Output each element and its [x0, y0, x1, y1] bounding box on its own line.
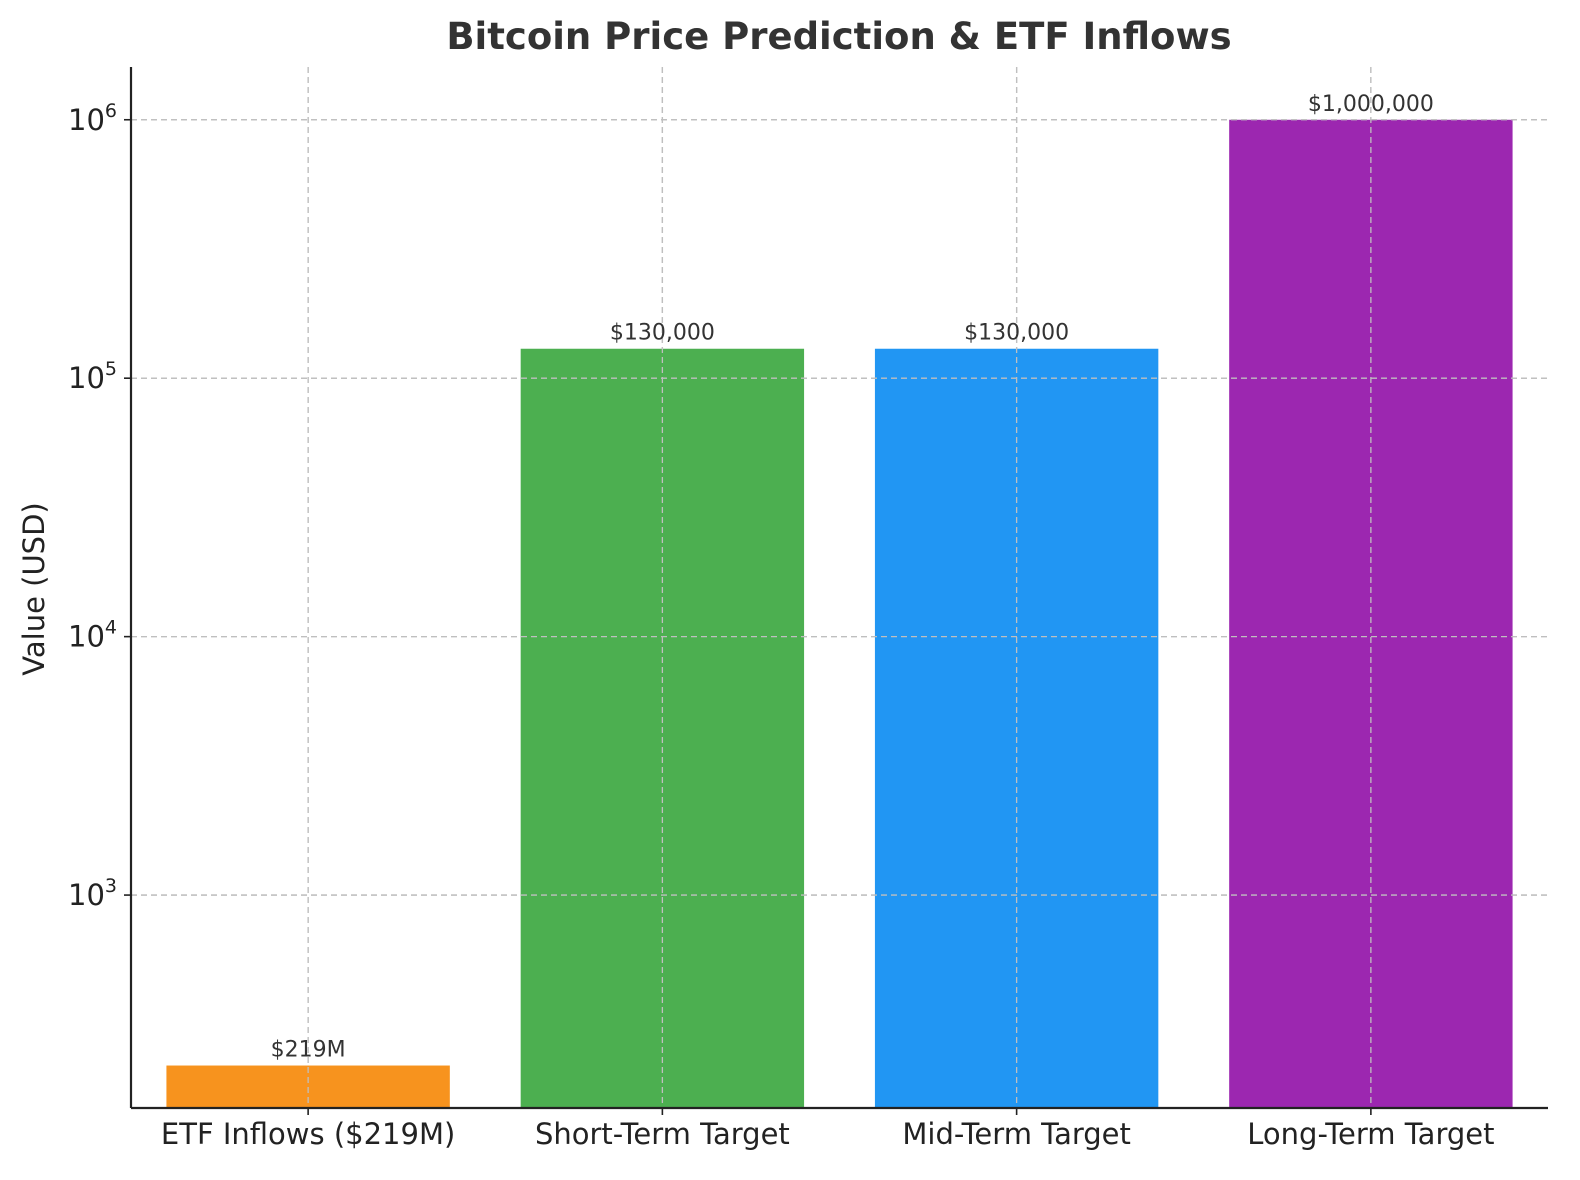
- bar-data-label: $130,000: [610, 321, 715, 346]
- x-tick-label: Long-Term Target: [1247, 1117, 1494, 1151]
- y-tick-label: 106: [68, 100, 117, 137]
- bar-data-label: $1,000,000: [1308, 92, 1434, 117]
- label-layer: 103 104 105 106 $219M $130,000 $130,000 $1,000,…: [68, 92, 1494, 1151]
- y-tick-label: 105: [68, 358, 117, 395]
- y-axis-label: Value (USD): [17, 502, 51, 675]
- chart-title: Bitcoin Price Prediction & ETF Inflows: [446, 15, 1231, 58]
- grid-overlay: [131, 67, 1548, 1108]
- x-tick-label: ETF Inflows ($219M): [161, 1117, 455, 1151]
- axis-layer: [124, 67, 1548, 1115]
- bar-data-label: $130,000: [964, 321, 1069, 346]
- x-tick-label: Short-Term Target: [535, 1117, 790, 1151]
- y-tick-label: 104: [68, 617, 117, 654]
- bar-layer: [166, 119, 1513, 1109]
- x-tick-label: Mid-Term Target: [902, 1117, 1131, 1151]
- bar-4: [1229, 119, 1513, 1109]
- y-tick-label: 103: [68, 875, 117, 912]
- bar-data-label: $219M: [271, 1038, 346, 1063]
